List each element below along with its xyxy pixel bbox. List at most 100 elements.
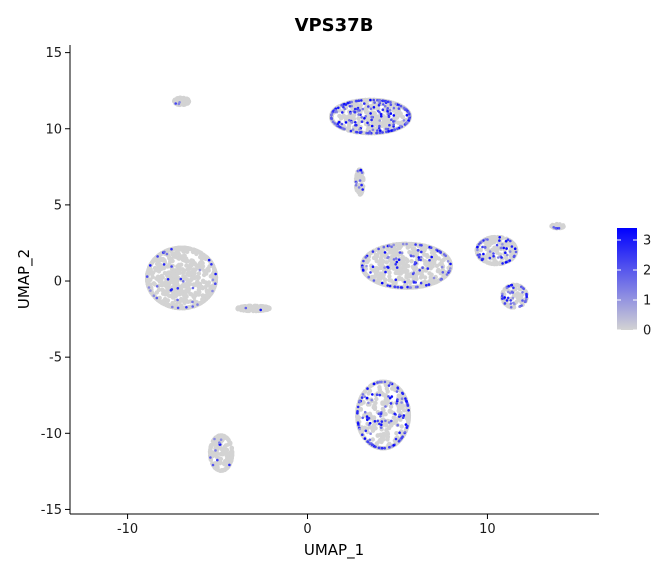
cell-point-expressing-bottom-center bbox=[374, 445, 377, 449]
cell-point-expressing-top-center bbox=[378, 111, 381, 114]
cell-point-expressing-center-mass bbox=[386, 265, 389, 269]
cell-point-expressing-top-small bbox=[177, 102, 181, 106]
cell-point-top-center bbox=[341, 113, 346, 119]
cell-point-center-mass bbox=[407, 250, 412, 255]
colorbar-legend: 0 1 2 3 bbox=[617, 228, 651, 339]
cell-point-left-tail bbox=[235, 306, 240, 312]
cell-point-expressing-top-center bbox=[392, 106, 396, 110]
cell-point-expressing-center-mass bbox=[414, 243, 417, 246]
cell-point-expressing-center-mass bbox=[414, 285, 418, 289]
cell-point-top-center bbox=[365, 117, 370, 123]
cell-point-left-large bbox=[184, 277, 190, 282]
cell-point-center-mass bbox=[427, 271, 432, 276]
cell-point-expressing-top-center bbox=[346, 101, 350, 105]
cell-point-expressing-left-large bbox=[147, 286, 151, 289]
cell-point-expressing-center-mass bbox=[417, 256, 421, 259]
cell-point-expressing-bottom-center bbox=[390, 419, 393, 423]
cell-point-expressing-bottom-center bbox=[398, 431, 401, 435]
cell-point-expressing-center-mass bbox=[364, 256, 368, 259]
cell-point-expressing-center-mass bbox=[361, 268, 365, 272]
cell-point-expressing-top-center bbox=[384, 127, 388, 131]
cell-point-left-large bbox=[164, 302, 169, 308]
cell-point-expressing-bottom-center bbox=[375, 393, 379, 397]
cell-point-left-large bbox=[157, 258, 162, 263]
cell-point-expressing-center-mass bbox=[392, 258, 396, 261]
cell-point-left-large bbox=[186, 272, 192, 277]
cell-point-expressing-center-right-arm bbox=[513, 247, 517, 250]
cell-point-left-large bbox=[152, 282, 158, 287]
cell-point-left-large bbox=[163, 281, 169, 286]
y-tick-label: -15 bbox=[41, 503, 62, 518]
cell-point-expressing-left-large bbox=[207, 258, 211, 262]
x-ticks: -10 0 10 bbox=[117, 514, 496, 537]
cell-point-expressing-top-center bbox=[385, 130, 388, 134]
cell-point-center-mass bbox=[400, 254, 405, 260]
axes bbox=[69, 45, 599, 515]
cell-point-expressing-center-mass bbox=[440, 265, 444, 269]
cell-point-expressing-center-mass bbox=[421, 266, 424, 270]
cell-point-expressing-bottom-center bbox=[379, 426, 383, 429]
cell-point-expressing-bottom-center bbox=[366, 440, 370, 444]
cell-point-expressing-top-center bbox=[368, 131, 372, 135]
cell-point-center-mass bbox=[422, 252, 427, 257]
cell-point-center-mass bbox=[396, 276, 402, 281]
cell-point-center-mass bbox=[375, 253, 380, 259]
cell-point-bottom-left bbox=[224, 452, 229, 457]
cell-point-expressing-center-right-lower bbox=[503, 302, 507, 305]
cell-point-bottom-center bbox=[380, 406, 386, 412]
cell-point-left-large bbox=[177, 266, 183, 272]
cell-point-expressing-top-stem bbox=[354, 183, 358, 187]
cell-point-bottom-center bbox=[406, 418, 411, 423]
cell-point-left-large bbox=[150, 270, 156, 275]
cell-point-expressing-left-large bbox=[191, 286, 195, 290]
cell-point-bottom-left bbox=[217, 460, 223, 465]
cell-point-expressing-top-stem bbox=[355, 181, 358, 185]
cell-point-expressing-bottom-center bbox=[368, 421, 372, 425]
cell-point-expressing-bottom-center bbox=[361, 433, 364, 437]
cell-point-left-large bbox=[191, 282, 196, 287]
cell-point-expressing-bottom-center bbox=[393, 412, 397, 416]
cell-point-expressing-center-right-arm bbox=[480, 240, 484, 243]
cell-point-left-large bbox=[180, 283, 185, 289]
cell-point-expressing-right-small bbox=[552, 226, 555, 229]
cell-point-expressing-center-mass bbox=[372, 279, 376, 282]
cell-point-left-large bbox=[195, 279, 200, 284]
cell-point-center-mass bbox=[441, 257, 446, 262]
cell-point-top-center bbox=[383, 124, 389, 129]
cell-point-expressing-center-right-arm bbox=[476, 248, 479, 252]
cell-point-expressing-top-center bbox=[340, 104, 343, 107]
cell-point-expressing-center-mass bbox=[403, 280, 407, 284]
cell-point-expressing-center-right-arm bbox=[484, 238, 487, 241]
cell-point-center-mass bbox=[380, 248, 385, 253]
cell-point-expressing-center-right-lower bbox=[506, 296, 510, 300]
cell-point-bottom-center bbox=[378, 437, 383, 442]
cell-point-expressing-top-center bbox=[405, 113, 409, 117]
cell-point-expressing-top-stem bbox=[360, 183, 363, 187]
cell-point-center-right-arm bbox=[492, 247, 498, 252]
cell-point-expressing-top-center bbox=[348, 119, 351, 122]
cell-point-expressing-top-center bbox=[407, 111, 410, 114]
colorbar-tick-label: 2 bbox=[643, 264, 651, 279]
cell-point-left-tail bbox=[244, 308, 249, 313]
points-layer bbox=[145, 95, 566, 473]
cell-point-center-mass bbox=[378, 258, 383, 263]
cell-point-expressing-bottom-center bbox=[376, 419, 380, 423]
cell-point-expressing-center-right-arm bbox=[492, 254, 495, 258]
cell-point-expressing-top-center bbox=[394, 102, 398, 106]
cell-point-left-large bbox=[185, 249, 190, 254]
cell-point-center-mass bbox=[389, 254, 395, 260]
cell-point-bottom-left bbox=[230, 450, 235, 455]
cell-point-expressing-bottom-center bbox=[402, 414, 406, 417]
cell-point-expressing-center-mass bbox=[398, 251, 402, 254]
cell-point-expressing-center-mass bbox=[441, 271, 445, 274]
cell-point-expressing-center-right-arm bbox=[508, 250, 512, 253]
cell-point-top-center bbox=[379, 123, 384, 129]
cell-point-expressing-top-center bbox=[381, 131, 384, 134]
cell-point-expressing-top-center bbox=[390, 118, 393, 121]
cell-point-bottom-left bbox=[213, 441, 218, 447]
cell-point-center-mass bbox=[395, 270, 400, 276]
cell-point-left-large bbox=[156, 262, 161, 268]
cell-point-expressing-center-mass bbox=[405, 242, 408, 246]
cell-point-expressing-bottom-center bbox=[390, 395, 394, 398]
